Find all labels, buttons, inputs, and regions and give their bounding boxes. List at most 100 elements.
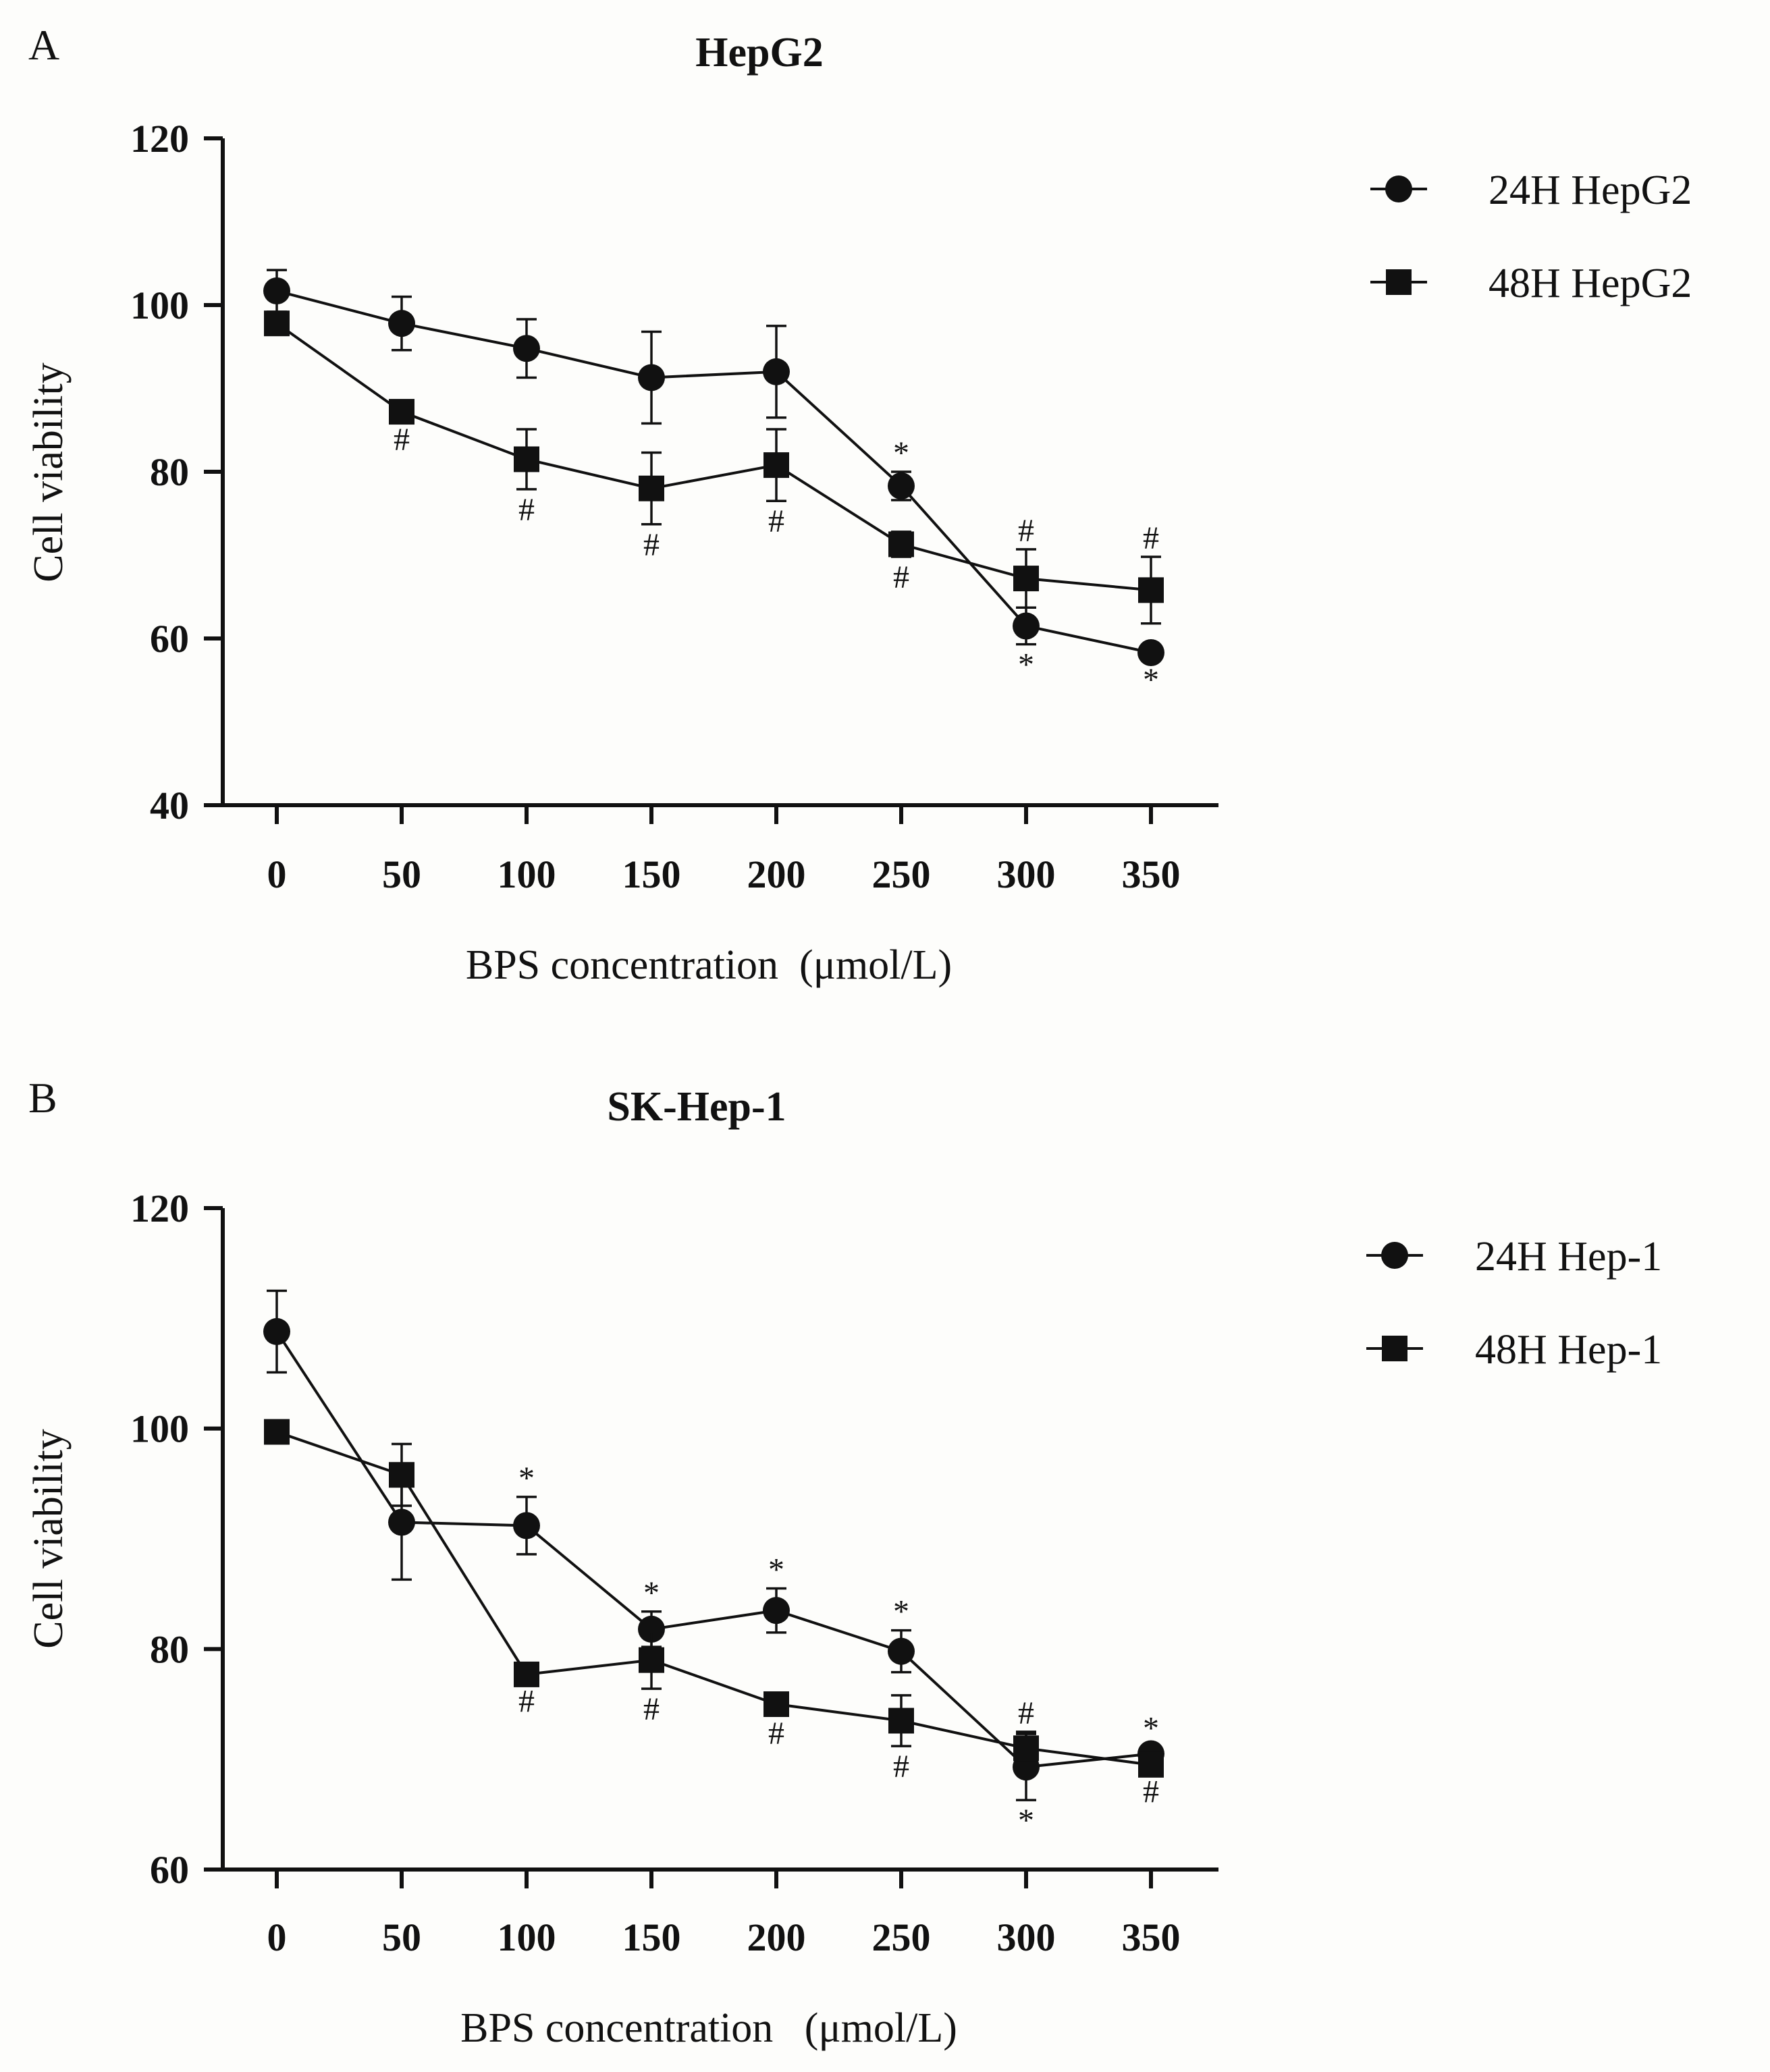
x-tick-label: 100	[498, 1915, 556, 1959]
data-point-square	[1138, 1751, 1164, 1778]
x-tick-label: 50	[382, 1915, 421, 1959]
significance-mark: #	[1018, 1695, 1034, 1731]
chart-title: SK-Hep-1	[607, 1084, 786, 1130]
significance-mark: #	[768, 503, 784, 539]
data-point-circle	[1013, 612, 1040, 640]
significance-mark: *	[518, 1461, 535, 1496]
data-point-circle	[513, 335, 540, 362]
significance-mark: #	[768, 1716, 784, 1751]
y-tick-label: 80	[150, 1627, 189, 1671]
x-tick-label: 300	[997, 1915, 1056, 1959]
significance-mark: #	[394, 422, 410, 458]
y-axis-title: Cell viability	[26, 362, 72, 582]
data-point-square	[389, 399, 414, 425]
significance-mark: *	[768, 1552, 784, 1588]
legend-label: 24H Hep-1	[1475, 1234, 1662, 1280]
x-tick-label: 50	[382, 852, 421, 896]
data-point-circle	[763, 1597, 790, 1625]
data-point-square	[1138, 577, 1164, 603]
x-tick-label: 350	[1122, 852, 1181, 896]
series-line	[276, 1430, 1152, 1766]
y-tick-label: 60	[150, 617, 189, 661]
y-tick-label: 60	[150, 1848, 189, 1892]
significance-mark: #	[893, 1749, 909, 1784]
y-tick-label: 40	[150, 784, 189, 827]
data-point-circle	[763, 358, 790, 385]
data-point-square	[264, 310, 290, 337]
x-tick-label: 250	[872, 852, 931, 896]
data-point-circle	[888, 1637, 915, 1665]
data-point-square	[763, 1691, 789, 1717]
series-circle: * * *	[263, 269, 1164, 698]
data-point-circle	[263, 277, 290, 305]
x-tick-label: 0	[267, 1915, 287, 1959]
series-line	[275, 322, 1152, 592]
significance-mark: #	[1143, 1774, 1159, 1810]
y-tick-label: 100	[130, 283, 189, 327]
data-point-circle	[1137, 638, 1164, 666]
x-tick-label: 150	[622, 1915, 681, 1959]
legend-item: 48H Hep-1	[1366, 1327, 1662, 1373]
significance-mark: *	[643, 1575, 660, 1611]
x-tick-label: 250	[872, 1915, 931, 1959]
chart-title: HepG2	[695, 30, 823, 76]
data-point-square	[264, 1419, 290, 1445]
x-tick-label: 200	[747, 852, 806, 896]
legend-item: 24H HepG2	[1370, 167, 1692, 213]
significance-mark: #	[518, 492, 535, 528]
series-square: # # # # # # #	[264, 310, 1164, 625]
significance-mark: #	[1018, 513, 1034, 549]
panel-b: B SK-Hep-1 60 80 100 120 0 50 100 150 200 250 300 350…	[26, 1074, 1662, 2051]
y-axis-title: Cell viability	[26, 1429, 72, 1648]
significance-mark: *	[893, 1594, 909, 1630]
significance-mark: #	[518, 1684, 535, 1720]
x-tick-label: 200	[747, 1915, 806, 1959]
data-point-circle	[388, 310, 415, 337]
x-tick-label: 100	[498, 852, 556, 896]
panel-a: A HepG2 40 60 80 100 120 0 50 100 150 200 250 300 350 B…	[26, 21, 1692, 988]
y-tick-label: 80	[150, 450, 189, 494]
data-point-square	[639, 1647, 664, 1673]
significance-mark: #	[643, 527, 660, 563]
y-tick-label: 120	[130, 117, 189, 161]
data-point-square	[514, 1661, 539, 1687]
significance-mark: *	[893, 435, 909, 471]
x-tick-label: 0	[267, 852, 287, 896]
data-point-square	[1013, 1735, 1039, 1762]
significance-mark: #	[643, 1691, 660, 1727]
data-point-circle	[388, 1508, 415, 1536]
x-tick-label: 150	[622, 852, 681, 896]
data-point-square	[514, 446, 539, 472]
x-tick-label: 350	[1122, 1915, 1181, 1959]
data-point-square	[639, 475, 664, 501]
y-tick-label: 100	[130, 1407, 189, 1451]
legend-item: 48H HepG2	[1370, 261, 1692, 306]
significance-mark: *	[1018, 647, 1034, 683]
significance-mark: *	[1143, 1711, 1159, 1747]
legend-label: 24H HepG2	[1489, 167, 1692, 213]
legend-marker-square	[1386, 269, 1412, 295]
data-point-circle	[263, 1317, 290, 1345]
x-tick-label: 300	[997, 852, 1056, 896]
series-line	[275, 1330, 1152, 1769]
data-point-square	[389, 1462, 414, 1488]
legend-marker-circle	[1381, 1242, 1408, 1269]
legend-label: 48H Hep-1	[1475, 1327, 1662, 1373]
significance-mark: *	[1018, 1803, 1034, 1838]
significance-mark: *	[1143, 662, 1159, 698]
data-point-circle	[638, 1615, 665, 1643]
panel-label: B	[28, 1074, 57, 1122]
data-point-square	[1013, 566, 1039, 592]
series-square: # # # # # #	[264, 1419, 1164, 1810]
data-point-square	[888, 531, 914, 557]
legend-marker-square	[1382, 1336, 1407, 1361]
legend-label: 48H HepG2	[1489, 261, 1692, 306]
x-axis-title: BPS concentration (μmol/L)	[466, 942, 952, 988]
panel-label: A	[28, 21, 59, 69]
y-tick-label: 120	[130, 1187, 189, 1230]
data-point-circle	[638, 364, 665, 391]
significance-mark: #	[1143, 520, 1159, 556]
legend-marker-circle	[1385, 175, 1412, 202]
x-axis-title: BPS concentration (μmol/L)	[460, 2005, 957, 2051]
